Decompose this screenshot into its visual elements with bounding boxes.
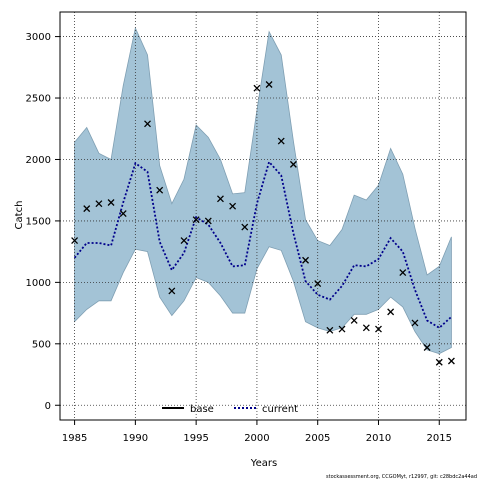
observed-point <box>71 237 79 245</box>
observed-point <box>180 237 188 245</box>
points-layer <box>71 81 455 366</box>
observed-point-stroke <box>156 186 164 194</box>
observed-point-stroke <box>71 237 79 245</box>
observed-point <box>326 326 334 334</box>
confidence-band <box>74 26 452 355</box>
observed-point <box>192 216 200 224</box>
observed-point-stroke <box>83 205 91 213</box>
x-axis: 1985 1990 1995 2000 2005 2010 2015 <box>62 420 452 444</box>
y-tick-label: 2500 <box>26 94 51 105</box>
observed-point-stroke <box>119 210 127 218</box>
y-tick-label: 500 <box>32 339 51 350</box>
observed-point <box>435 358 443 366</box>
observed-point-stroke <box>302 256 310 264</box>
plot-frame <box>59 11 467 421</box>
x-tick-label: 1985 <box>62 433 87 444</box>
legend-current-label: current <box>262 404 298 415</box>
x-tick-label: 2010 <box>366 433 391 444</box>
observed-point <box>265 81 273 88</box>
observed-point-stroke <box>168 287 176 295</box>
x-axis-title: Years <box>250 458 277 469</box>
y-tick-label: 0 <box>45 401 51 412</box>
observed-point-stroke <box>277 137 285 145</box>
observed-point-stroke <box>265 81 273 88</box>
observed-point-stroke <box>204 217 212 225</box>
observed-point <box>302 256 310 264</box>
observed-point <box>95 200 103 208</box>
observed-point <box>411 319 419 327</box>
observed-point-stroke <box>216 195 224 203</box>
observed-point-stroke <box>362 324 370 332</box>
observed-point <box>277 137 285 145</box>
observed-point-stroke <box>447 357 455 365</box>
observed-point <box>241 223 249 231</box>
observed-point <box>168 287 176 295</box>
series-line-current <box>73 160 453 329</box>
observed-point <box>399 269 407 276</box>
observed-point-stroke <box>95 200 103 208</box>
observed-point <box>83 205 91 213</box>
observed-point-stroke <box>387 308 395 316</box>
observed-point-stroke <box>253 84 261 92</box>
legend: base current <box>162 404 298 415</box>
observed-point <box>289 160 297 168</box>
observed-point <box>229 202 237 210</box>
observed-point-stroke <box>326 326 334 334</box>
observed-point-stroke <box>338 325 346 333</box>
observed-point <box>156 186 164 194</box>
x-tick-label: 1995 <box>183 433 208 444</box>
series-layer <box>73 160 453 329</box>
observed-point <box>119 210 127 218</box>
x-tick-label: 2015 <box>427 433 452 444</box>
observed-point-stroke <box>350 316 358 324</box>
observed-point-stroke <box>423 344 431 351</box>
observed-point <box>144 120 151 128</box>
observed-point <box>447 357 455 365</box>
y-axis: 0 500 1000 1500 2000 2500 3000 <box>26 32 60 412</box>
x-tick-label: 2000 <box>244 433 269 444</box>
observed-point-stroke <box>192 216 200 224</box>
observed-point-stroke <box>375 325 382 333</box>
x-tick-label: 2005 <box>305 433 330 444</box>
observed-point-stroke <box>229 202 237 210</box>
observed-point-stroke <box>399 269 407 276</box>
observed-point-stroke <box>314 280 322 288</box>
observed-point-stroke <box>107 199 115 206</box>
observed-point <box>387 308 395 316</box>
observed-point-stroke <box>241 223 249 231</box>
confidence-band-layer <box>74 26 452 355</box>
observed-point-stroke <box>411 319 419 327</box>
observed-point <box>204 217 212 225</box>
observed-point <box>362 324 370 332</box>
y-tick-label: 3000 <box>26 32 51 43</box>
observed-point-stroke <box>289 160 297 168</box>
observed-point <box>216 195 224 203</box>
y-tick-label: 2000 <box>26 155 51 166</box>
observed-point-stroke <box>435 358 443 366</box>
grid-layer <box>60 12 466 420</box>
observed-point <box>253 84 261 92</box>
footer-note: stockassessment.org, CCGOMyt, r12997, gi… <box>326 474 477 480</box>
y-tick-label: 1000 <box>26 278 51 289</box>
observed-point <box>338 325 346 333</box>
y-axis-title: Catch <box>14 201 25 230</box>
x-tick-label: 1990 <box>123 433 148 444</box>
observed-point-stroke <box>144 120 151 128</box>
legend-base-label: base <box>190 404 214 415</box>
observed-point <box>107 199 115 206</box>
y-tick-label: 1500 <box>26 216 51 227</box>
observed-point <box>423 344 431 351</box>
observed-point <box>375 325 382 333</box>
observed-point <box>350 316 358 324</box>
observed-point-stroke <box>180 237 188 245</box>
observed-point <box>314 280 322 288</box>
